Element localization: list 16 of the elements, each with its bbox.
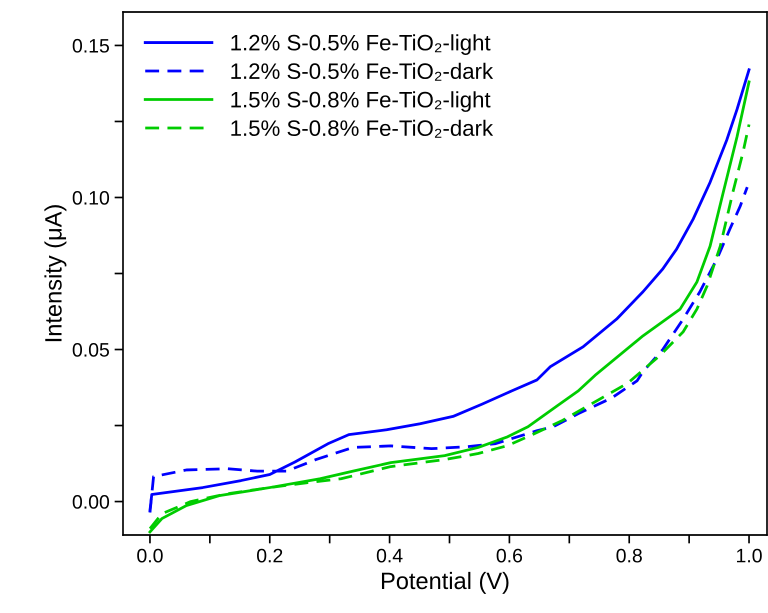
x-tick-label: 0.6 (496, 548, 522, 562)
legend-label: 1.2% S-0.5% Fe-TiO₂-dark (231, 62, 494, 81)
x-tick-label: 0.4 (376, 548, 403, 562)
x-tick-label: 0.2 (257, 548, 282, 562)
y-tick-label: 0.05 (72, 342, 109, 357)
y-axis-title: Intensity (μA) (44, 205, 66, 342)
legend-label: 1.2% S-0.5% Fe-TiO₂-light (231, 34, 490, 55)
x-tick-label: 0.8 (616, 548, 642, 562)
y-tick-label: 0.00 (72, 495, 110, 509)
x-tick-label: 1.0 (736, 548, 762, 562)
y-tick-label: 0.15 (72, 38, 109, 53)
legend-label: 1.5% S-0.8% Fe-TiO₂-dark (231, 120, 494, 138)
y-tick-label: 0.10 (72, 190, 110, 205)
x-axis-title: Potential (V) (382, 572, 508, 594)
x-tick-label: 0.0 (137, 548, 163, 562)
legend-label: 1.5% S-0.8% Fe-TiO₂-light (231, 91, 490, 112)
